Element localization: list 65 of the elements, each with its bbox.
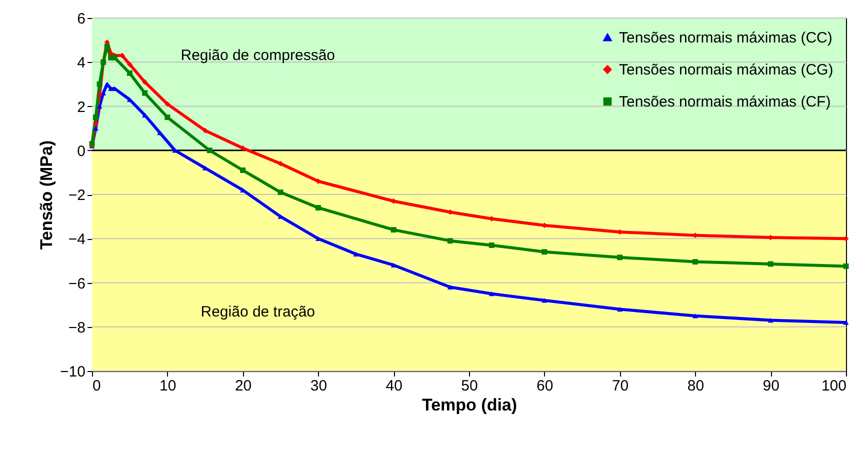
x-axis-title: Tempo (dia)	[422, 396, 518, 414]
point	[447, 238, 453, 244]
legend-label: Tensões normais máximas (CC)	[619, 30, 832, 46]
point	[390, 227, 396, 233]
point	[93, 121, 99, 127]
point	[240, 167, 246, 173]
point	[240, 145, 246, 151]
point	[126, 62, 132, 68]
point	[104, 44, 110, 50]
x-tick-label: 80	[687, 378, 704, 394]
y-tick-label: −6	[68, 275, 86, 292]
band-label: Região de tração	[200, 303, 316, 320]
point	[93, 114, 99, 120]
point	[96, 92, 102, 98]
y-tick-label: 2	[77, 98, 86, 116]
point	[278, 190, 284, 196]
point	[768, 261, 774, 267]
point	[164, 101, 170, 107]
point	[315, 205, 321, 210]
band-label: Região de compressão	[180, 47, 336, 64]
legend-label: Tensões normais máximas (CF)	[619, 94, 831, 110]
x-tick-label: 90	[762, 378, 780, 394]
point	[488, 242, 494, 248]
x-tick-label: 100	[821, 378, 846, 394]
point	[488, 291, 494, 296]
y-tick-label: 0	[77, 142, 86, 160]
x-tick-label: 30	[310, 378, 328, 394]
point	[96, 81, 102, 87]
point	[126, 70, 132, 76]
point	[278, 160, 284, 166]
y-tick-label: 4	[77, 54, 86, 72]
point	[142, 79, 148, 85]
legend-label: Tensões normais máximas (CG)	[619, 62, 834, 78]
point	[96, 104, 102, 109]
point	[447, 284, 453, 290]
point	[93, 126, 99, 131]
point	[315, 178, 321, 184]
y-tick-label: −4	[68, 231, 86, 248]
x-tick-label: 50	[461, 378, 478, 394]
x-tick-label: 0	[92, 378, 101, 394]
x-tick-label: 60	[536, 378, 554, 394]
point	[206, 148, 212, 154]
point	[768, 318, 774, 323]
x-tick-label: 70	[612, 378, 629, 394]
x-tick-label: 40	[386, 378, 402, 394]
point	[202, 128, 208, 134]
point	[617, 254, 623, 260]
point	[164, 114, 170, 120]
point	[692, 313, 698, 318]
point	[89, 141, 95, 146]
point	[692, 259, 698, 265]
point	[843, 263, 849, 269]
point	[617, 306, 623, 312]
point	[353, 252, 359, 256]
point	[542, 249, 548, 255]
y-tick-label: −2	[68, 187, 86, 204]
y-tick-label: 6	[77, 10, 86, 28]
y-tick-label: −8	[68, 319, 86, 336]
x-tick-label: 20	[234, 378, 252, 394]
point	[142, 90, 148, 96]
x-tick-label: 10	[160, 378, 176, 394]
y-tick-label: −10	[60, 364, 86, 380]
point	[542, 298, 548, 303]
y-axis-title: Tensão (MPa)	[37, 140, 56, 250]
point	[843, 320, 849, 325]
